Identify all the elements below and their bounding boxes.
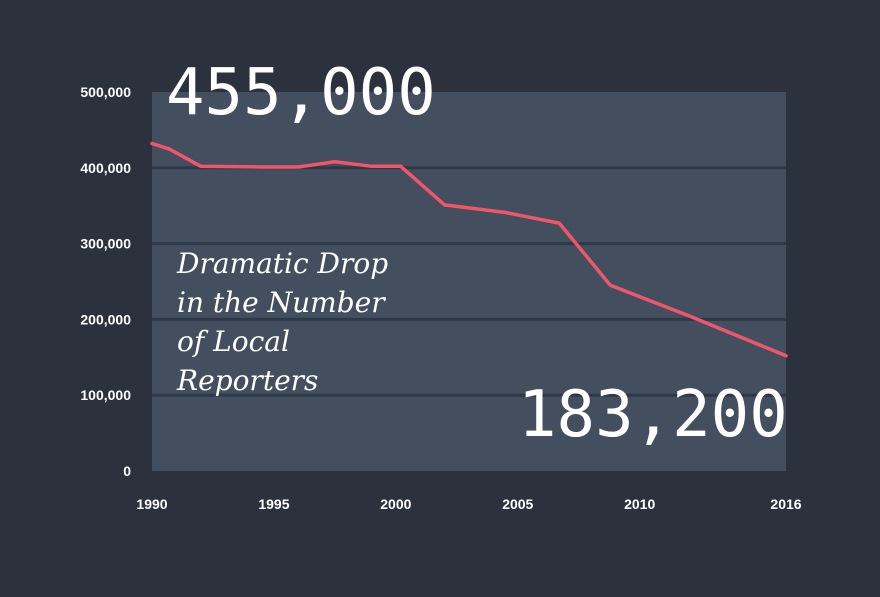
- data-point-0-12: [686, 314, 691, 318]
- end-value-label: 183,200: [518, 378, 788, 452]
- x-tick-label-4: 2010: [624, 496, 655, 512]
- data-point-0-8: [443, 203, 447, 207]
- x-tick-label-2: 2000: [380, 496, 411, 512]
- series-line-0: [150, 141, 788, 358]
- data-point-0-9: [503, 210, 508, 215]
- chart-title-line-0: Dramatic Drop: [176, 247, 388, 280]
- y-tick-label-4: 400,000: [80, 160, 131, 176]
- x-tick-label-0: 1990: [136, 496, 167, 512]
- data-point-0-11: [608, 283, 613, 287]
- x-tick-label-5: 2016: [770, 496, 801, 512]
- data-point-0-13: [784, 354, 788, 358]
- chart-title-line-1: in the Number: [177, 286, 386, 319]
- data-point-0-1: [167, 147, 171, 151]
- y-tick-label-3: 300,000: [80, 236, 131, 252]
- data-point-0-4: [296, 165, 300, 169]
- y-tick-label-0: 0: [123, 463, 131, 479]
- x-tick-label-3: 2005: [502, 496, 533, 512]
- y-tick-label-1: 100,000: [80, 387, 131, 403]
- plot-area: [152, 92, 786, 471]
- data-point-0-5: [333, 160, 337, 164]
- data-point-0-6: [369, 164, 374, 168]
- start-value-label: 455,000: [166, 56, 436, 130]
- data-point-0-0: [150, 141, 154, 146]
- chart-title-line-3: Reporters: [176, 364, 318, 397]
- data-point-0-10: [557, 221, 561, 225]
- chart-title-line-2: of Local: [177, 325, 290, 358]
- data-point-0-7: [399, 164, 403, 168]
- y-tick-label-5: 500,000: [80, 84, 131, 100]
- data-point-0-2: [199, 164, 203, 168]
- data-point-0-3: [260, 165, 264, 169]
- x-tick-label-1: 1995: [258, 496, 289, 512]
- y-tick-label-2: 200,000: [80, 311, 131, 327]
